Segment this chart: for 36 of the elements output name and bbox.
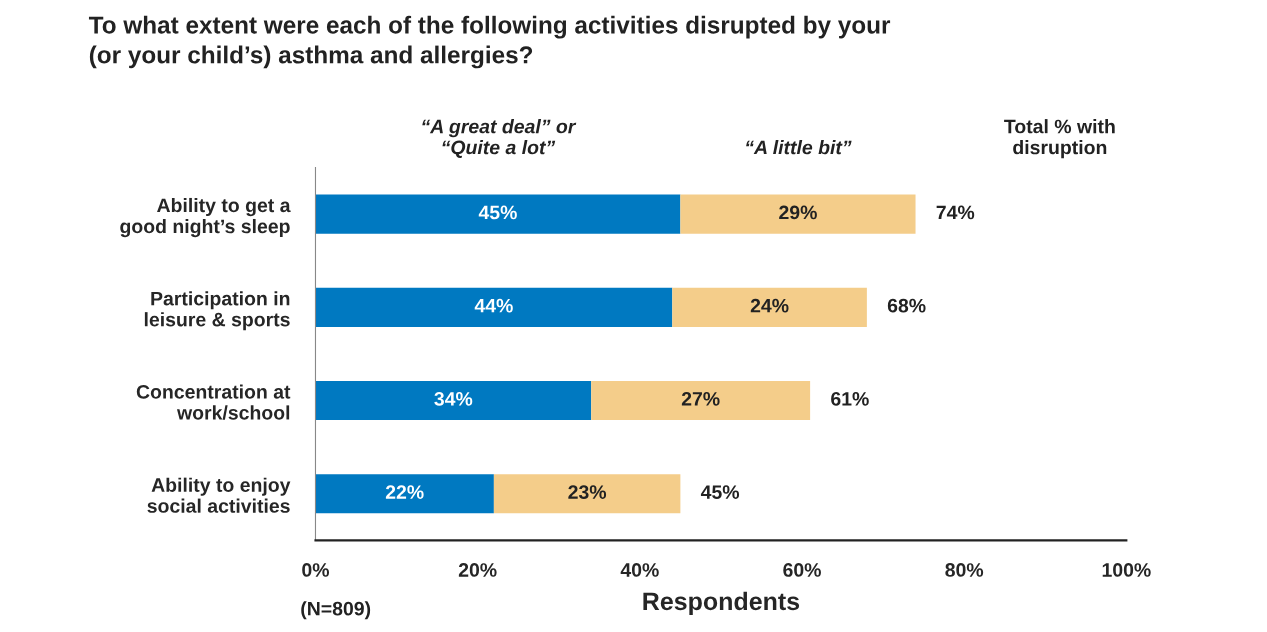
bar: [315, 474, 494, 514]
data-label: 27%: [681, 391, 720, 406]
bar: [315, 380, 592, 421]
chart-title: To what extent were each of the following activities disrupted by your (or your child’s) asthma and allergies?: [88, 15, 891, 69]
x-axis-title: Respondents: [643, 591, 800, 616]
data-label: 44%: [474, 298, 513, 313]
total-label: 74%: [936, 205, 975, 220]
text: “A little bit”: [746, 140, 852, 155]
x-tick-label: 0%: [302, 563, 330, 577]
bar: [672, 287, 867, 327]
total-label: 61%: [831, 391, 869, 406]
text: Total % with disruption: [1004, 119, 1115, 159]
series-label: “A great deal” or “Quite a lot”: [422, 119, 577, 158]
text: (N=809): [301, 601, 371, 620]
data-label: 24%: [750, 298, 789, 313]
x-tick-label: 80%: [945, 563, 984, 577]
x-tick-label: 100%: [1102, 563, 1151, 577]
bar: [680, 194, 916, 234]
bar: [315, 287, 673, 327]
bar: [315, 194, 681, 234]
bar: [493, 474, 681, 514]
x-tick-label: 60%: [783, 563, 821, 577]
bar: [591, 380, 811, 421]
x-tick-label: 20%: [458, 563, 497, 577]
data-label: 45%: [478, 205, 517, 220]
data-label: 34%: [434, 391, 473, 406]
data-label: 22%: [385, 485, 424, 499]
y-tick-label: Ability to enjoy social activities: [147, 477, 291, 513]
y-tick-label: Ability to get a good night’s sleep: [120, 197, 291, 238]
x-tick-label: 40%: [620, 563, 659, 577]
y-tick-label: Concentration at work/school: [136, 384, 291, 420]
total-label: 45%: [700, 485, 740, 499]
y-tick-label: Participation in leisure & sports: [144, 291, 290, 331]
data-label: 29%: [779, 205, 817, 220]
total-label: 68%: [887, 298, 926, 313]
data-label: 23%: [568, 485, 607, 499]
